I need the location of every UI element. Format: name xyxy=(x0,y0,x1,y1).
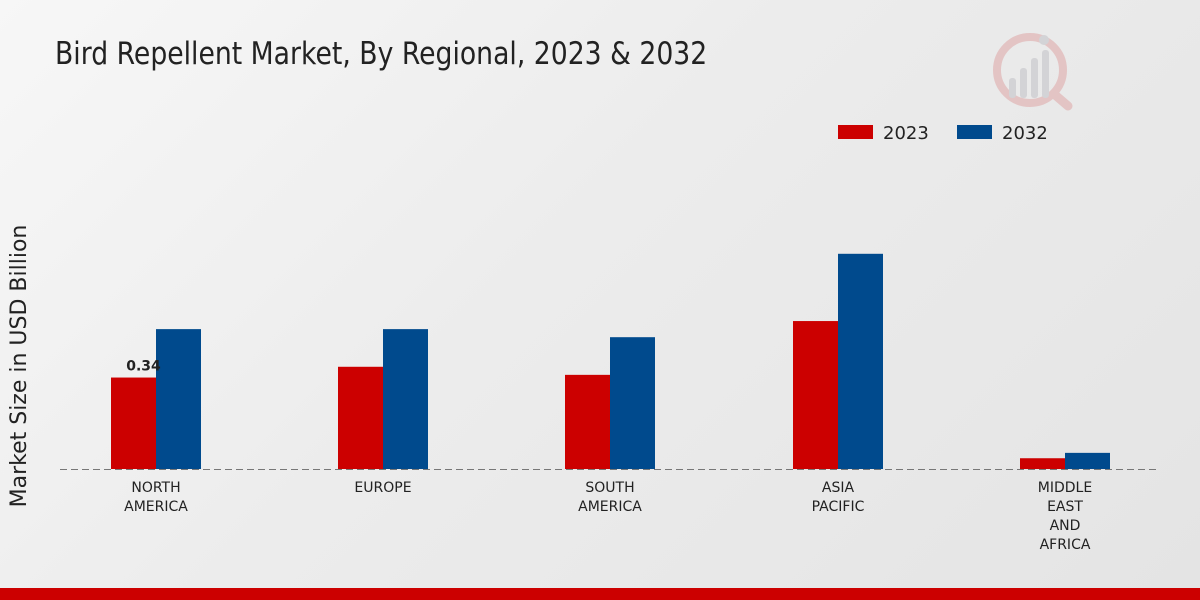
bar-2023-4 xyxy=(1020,458,1065,469)
y-axis-label: Market Size in USD Billion xyxy=(7,225,32,508)
bar-2032-1 xyxy=(383,329,428,469)
legend-label-2023: 2023 xyxy=(883,123,929,144)
bar-2032-2 xyxy=(610,337,655,469)
bars xyxy=(111,253,1110,469)
bottom-accent-bar xyxy=(0,588,1200,600)
bar-2032-4 xyxy=(1065,452,1110,469)
bar-2032-3 xyxy=(838,253,883,469)
x-tick-label-3: ASIA PACIFIC xyxy=(812,480,865,515)
chart-title: Bird Repellent Market, By Regional, 2023… xyxy=(55,36,708,72)
bar-2023-1 xyxy=(338,366,383,469)
brand-logo-icon xyxy=(993,33,1073,111)
legend: 2023 2032 xyxy=(838,123,1048,144)
data-label-0: 0.34 xyxy=(126,359,161,375)
bar-2032-0 xyxy=(156,329,201,469)
x-tick-label-2: SOUTH AMERICA xyxy=(578,480,642,515)
legend-label-2032: 2032 xyxy=(1002,123,1048,144)
legend-swatch-2032 xyxy=(957,125,992,139)
x-tick-label-4: MIDDLE EAST AND AFRICA xyxy=(1038,480,1092,553)
legend-swatch-2023 xyxy=(838,125,873,139)
bar-2023-3 xyxy=(793,321,838,469)
x-tick-labels: NORTH AMERICA EUROPE SOUTH AMERICA ASIA PACIFI… xyxy=(124,480,1092,553)
x-tick-label-0: NORTH AMERICA xyxy=(124,480,188,515)
data-labels: 0.34 xyxy=(126,359,161,375)
bar-2023-0 xyxy=(111,377,156,469)
bar-2023-2 xyxy=(565,374,610,469)
x-tick-label-1: EUROPE xyxy=(354,480,411,496)
